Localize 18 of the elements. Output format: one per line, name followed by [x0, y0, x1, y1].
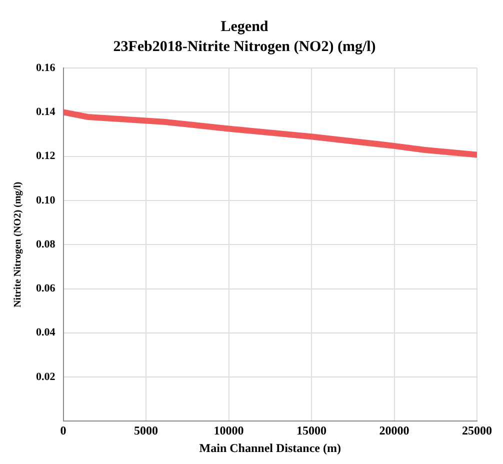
x-tick-label: 25000 — [462, 423, 492, 438]
y-tick-label: 0.16 — [36, 62, 56, 74]
y-axis-title: Nitrite Nitrogen (NO2) (mg/l) — [12, 182, 24, 308]
y-tick-label: 0.06 — [36, 282, 56, 295]
x-tick-label: 0 — [60, 423, 66, 438]
chart-title: Legend — [220, 18, 269, 35]
y-tick-label: 0.04 — [36, 326, 56, 339]
x-tick-label: 20000 — [379, 423, 410, 438]
chart-subtitle: 23Feb2018-Nitrite Nitrogen (NO2) (mg/l) — [113, 38, 376, 55]
x-tick-label: 15000 — [296, 423, 326, 438]
y-tick-label: 0.10 — [36, 194, 56, 206]
y-tick-label: 0.14 — [36, 106, 56, 118]
y-tick-label: 0.02 — [36, 370, 56, 383]
y-tick-label: 0.08 — [36, 238, 56, 250]
x-tick-label: 10000 — [214, 423, 244, 438]
x-axis-title: Main Channel Distance (m) — [199, 440, 341, 455]
y-tick-label: 0.12 — [36, 150, 56, 162]
x-tick-label: 5000 — [134, 423, 158, 438]
